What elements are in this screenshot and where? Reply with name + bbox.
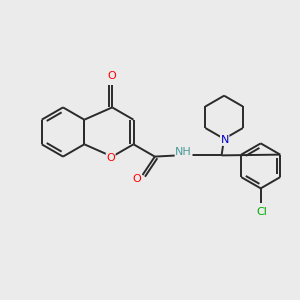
Text: O: O (106, 153, 115, 163)
Text: O: O (133, 174, 142, 184)
Text: O: O (108, 71, 117, 81)
Text: NH: NH (175, 147, 192, 157)
Text: N: N (220, 135, 229, 146)
Text: Cl: Cl (256, 206, 267, 217)
